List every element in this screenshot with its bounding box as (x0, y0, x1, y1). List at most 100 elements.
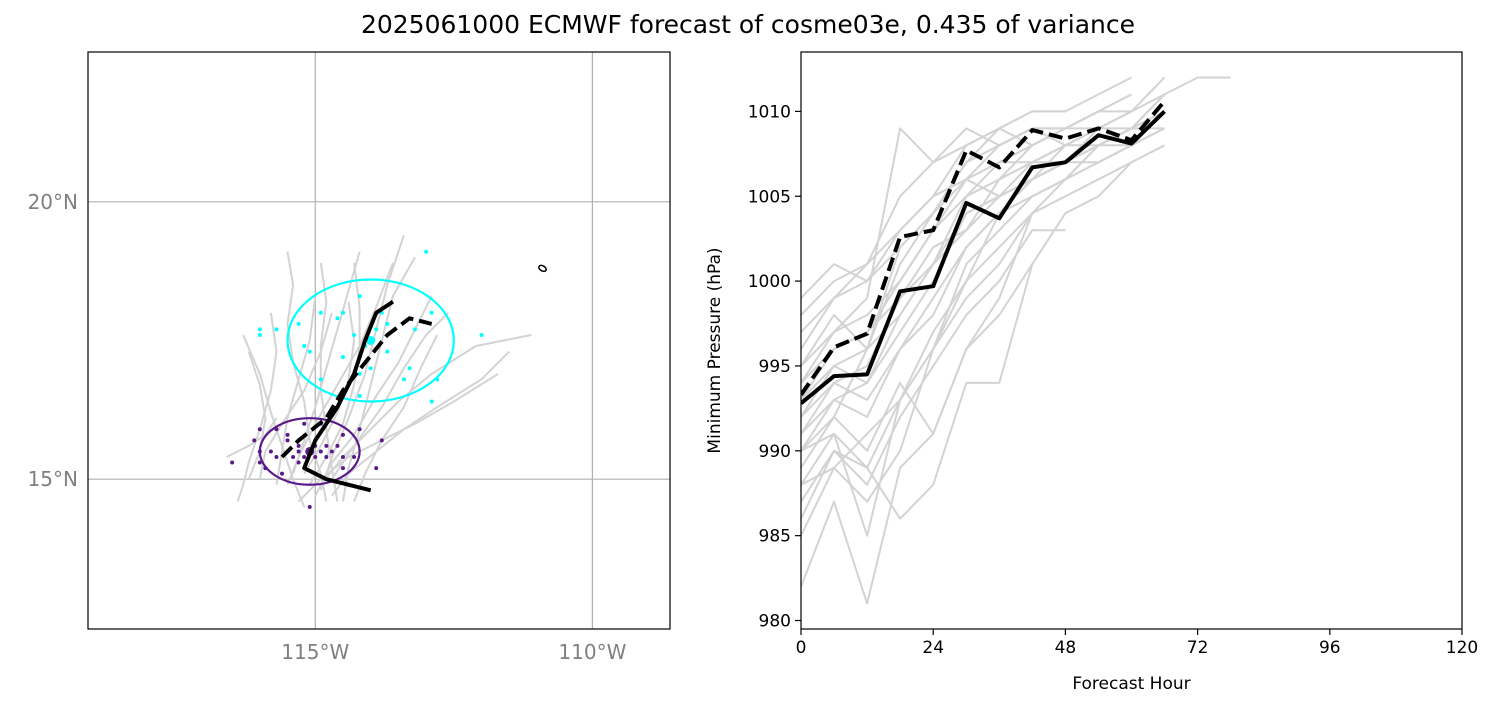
cluster-b-point (324, 443, 329, 448)
y-tick-label: 1000 (748, 272, 791, 292)
ensemble-track (331, 312, 450, 480)
cluster_a-center (366, 336, 376, 345)
cluster-b-point (340, 466, 345, 471)
cluster-a-point (318, 377, 323, 382)
cluster-a-point (296, 321, 301, 326)
cluster-b-point (374, 466, 379, 471)
x-tick-label: 120 (1446, 638, 1478, 658)
cluster-a-point (429, 399, 434, 404)
map-lon-tick-label: 110°W (558, 640, 626, 664)
x-tick-label: 0 (796, 638, 807, 658)
cluster-a-point (413, 327, 418, 332)
cluster-b-point (296, 449, 301, 454)
cluster-a-point (429, 310, 434, 315)
cluster-b-point (307, 504, 312, 509)
cluster-a-point (357, 371, 362, 376)
cluster-b-point (324, 455, 329, 460)
mean-pressure-line (801, 109, 1166, 405)
ensemble-track (342, 256, 416, 502)
x-tick-label: 48 (1055, 638, 1077, 658)
small-contour (538, 264, 547, 273)
cluster-b-point (302, 455, 307, 460)
cluster_a-ellipse (286, 278, 455, 403)
cluster-a-point (385, 349, 390, 354)
cluster-a-point (407, 366, 412, 371)
member-pressure-line (801, 229, 1066, 520)
cluster-a-point (357, 393, 362, 398)
cluster-a-point (424, 249, 429, 254)
cluster-b-point (335, 443, 340, 448)
cluster-b-point (329, 449, 334, 454)
ensemble-track (319, 234, 405, 491)
member-pressure-line (801, 76, 1132, 469)
map-plot-area (88, 52, 670, 629)
member-pressure-line (801, 110, 1066, 299)
ensemble-track (292, 251, 361, 475)
cluster-b-point (274, 455, 279, 460)
y-tick-label: 980 (759, 612, 791, 632)
cluster-a-point (401, 377, 406, 382)
ensemble-track (258, 312, 333, 480)
cluster-b-point (296, 443, 301, 448)
x-axis-label: Forecast Hour (1072, 674, 1190, 694)
cluster-b-point (280, 471, 284, 476)
cluster-b-point (285, 432, 290, 437)
cluster-b-point (318, 449, 323, 454)
control-track (280, 316, 433, 459)
cluster_b-ellipse (258, 417, 361, 486)
member-pressure-line (801, 263, 1034, 452)
member-pressure-line (801, 127, 1099, 333)
member-pressure-line (801, 144, 1165, 520)
x-tick-label: 24 (922, 638, 944, 658)
cluster-b-point (257, 427, 262, 432)
cluster-a-point (374, 327, 379, 332)
cluster-a-point (340, 310, 345, 315)
y-tick-label: 985 (759, 527, 791, 547)
cluster-b-point (230, 460, 235, 465)
member-pressure-line (801, 144, 1132, 401)
pressure-frame (800, 51, 1463, 630)
control-pressure-line (801, 99, 1167, 396)
cluster-a-point (352, 332, 357, 337)
cluster-a-point (302, 344, 307, 349)
ensemble-track (353, 334, 439, 502)
y-axis-label: Minimum Pressure (hPa) (705, 247, 725, 453)
y-tick-label: 995 (759, 357, 791, 377)
cluster-b-point (302, 421, 307, 426)
ensemble-track (275, 295, 317, 485)
y-tick-label: 1010 (748, 102, 791, 122)
map-frame (87, 51, 671, 630)
member-pressure-line (801, 212, 1034, 469)
x-tick-label: 96 (1319, 638, 1341, 658)
map-lat-tick-label: 15°N (28, 467, 78, 491)
cluster-b-point (296, 460, 301, 465)
cluster-a-point (368, 366, 373, 371)
cluster-a-point (479, 332, 484, 337)
member-pressure-line (801, 93, 1132, 367)
cluster-b-point (352, 455, 357, 460)
ensemble-track (247, 351, 267, 480)
map-lat-tick-label: 20°N (28, 190, 78, 214)
cluster-b-point (340, 432, 345, 437)
pressure-panel: 0 24 48 72 96 120 980 985 990 995 1000 1005 1010 Fore… (705, 51, 1478, 694)
cluster-a-point (257, 327, 262, 332)
cluster-a-point (385, 321, 390, 326)
ensemble-track (226, 417, 278, 458)
cluster-b-point (252, 438, 257, 443)
cluster-a-point (335, 316, 340, 321)
y-tick-label: 1005 (748, 187, 791, 207)
cluster-b-point (313, 455, 318, 460)
ensemble-mean-track (302, 300, 395, 493)
line-plot-area (801, 76, 1231, 605)
y-tick-label: 990 (759, 442, 791, 462)
cluster-a-point (274, 327, 279, 332)
x-tick-label: 72 (1187, 638, 1209, 658)
cluster-a-point (318, 310, 323, 315)
cluster-a-point (307, 349, 312, 354)
member-pressure-line (801, 110, 1165, 418)
cluster-b-point (340, 455, 345, 460)
member-pressure-line (801, 161, 1132, 503)
cluster-a-point (340, 355, 345, 360)
cluster-a-point (357, 294, 362, 299)
